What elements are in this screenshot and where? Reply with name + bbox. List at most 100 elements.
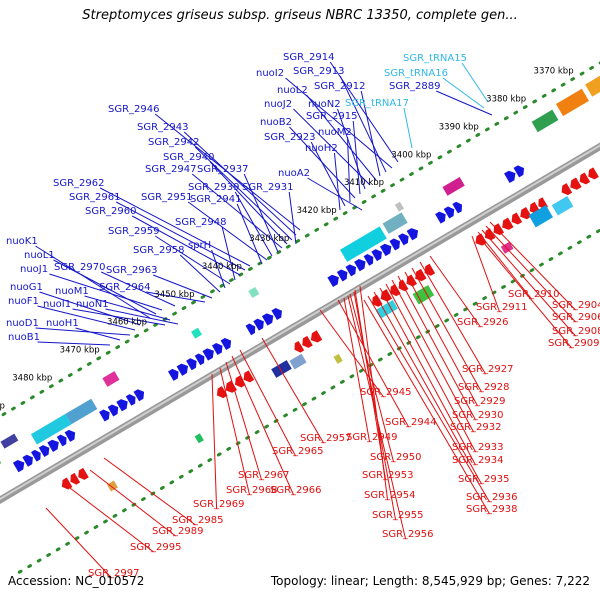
reverse-gene-60 — [520, 206, 532, 220]
reverse-gene-label: SGR_2904 — [552, 300, 600, 311]
reverse-gene-label: SGR_2989 — [152, 526, 204, 537]
trna-label-leader — [442, 77, 485, 109]
forward-gene-label: nuoA2 — [278, 168, 310, 179]
forward-gene-0 — [12, 460, 25, 473]
forward-gene-label: SGR_2943 — [137, 122, 189, 133]
reverse-gene-45 — [294, 340, 305, 353]
reverse-feature-2 — [375, 299, 398, 319]
forward-gene-label: nuoG1 — [10, 282, 43, 293]
genome-summary-text: Topology: linear; Length: 8,545,929 bp; … — [270, 574, 590, 588]
forward-gene-label: SGR_2962 — [53, 178, 105, 189]
forward-gene-6 — [64, 429, 76, 442]
kbp-tick-label: 3460 kbp — [107, 318, 147, 328]
forward-gene-25 — [345, 264, 357, 277]
forward-gene-label-leader — [187, 201, 268, 261]
reverse-gene-label: SGR_2997 — [88, 568, 140, 579]
reverse-gene-label-leader — [379, 287, 477, 466]
forward-gene-label-leader — [211, 249, 226, 289]
reverse-gene-label-leader — [219, 367, 251, 496]
reverse-gene-label-leader — [477, 231, 532, 300]
forward-gene-label: nuoM1 — [55, 286, 89, 297]
forward-gene-label-leader — [154, 235, 231, 285]
forward-gene-label: SGR_2913 — [293, 66, 345, 77]
reverse-gene-label: SGR_2949 — [346, 432, 398, 443]
reverse-gene-54 — [424, 263, 436, 276]
forward-gene-label: SGR_2941 — [190, 194, 242, 205]
forward-gene-label: SGR_2912 — [314, 81, 366, 92]
trna-label: SGR_tRNA15 — [403, 53, 467, 64]
reverse-gene-label: SGR_2938 — [466, 504, 518, 515]
reverse-gene-43 — [235, 375, 246, 388]
reverse-gene-label-leader — [397, 275, 477, 421]
kbp-tick-label: 3470 kbp — [60, 346, 100, 356]
reverse-gene-label-leader — [363, 299, 491, 515]
forward-gene-label: nuoI2 — [256, 68, 284, 79]
forward-gene-17 — [211, 343, 223, 356]
forward-feature-0 — [30, 413, 72, 445]
reverse-gene-label-leader — [481, 229, 576, 337]
forward-gene-label-leader — [99, 187, 251, 267]
forward-gene-label-leader — [35, 327, 131, 336]
reverse-gene-label-leader — [359, 285, 389, 501]
trna-label-leader — [461, 62, 489, 103]
forward-gene-label: SGR_2946 — [108, 104, 160, 115]
reverse-gene-label: SGR_2956 — [382, 529, 434, 540]
forward-gene-label: SGR_2914 — [283, 52, 335, 63]
forward-gene-36 — [504, 170, 516, 183]
reverse-gene-41 — [216, 386, 228, 399]
forward-gene-28 — [371, 249, 382, 262]
reverse-gene-label-leader — [45, 507, 112, 579]
forward-feature-6 — [531, 109, 559, 133]
reverse-gene-65 — [579, 172, 591, 185]
reverse-gene-57 — [493, 223, 505, 236]
forward-gene-label-leader — [37, 341, 111, 346]
reverse-gene-label-leader — [103, 457, 196, 526]
forward-gene-label-leader — [146, 291, 206, 303]
forward-feature-1 — [65, 398, 98, 425]
forward-gene-31 — [398, 233, 409, 246]
reverse-gene-label: SGR_2934 — [452, 455, 504, 466]
reverse-gene-label: SGR_2929 — [454, 396, 506, 407]
reverse-gene-66 — [588, 167, 599, 180]
accession-text: Accession: NC_010572 — [8, 574, 145, 588]
reverse-gene-label: SGR_2954 — [364, 490, 416, 501]
forward-gene-label-leader — [236, 203, 263, 265]
forward-gene-22 — [271, 308, 282, 321]
reverse-gene-label: SGR_2908 — [552, 326, 600, 337]
kbp-tick-label: 3480 kbp — [12, 374, 52, 384]
reverse-gene-label: SGR_2950 — [370, 452, 422, 463]
forward-gene-label: nuoJ1 — [20, 264, 48, 275]
forward-feature-8 — [585, 71, 600, 97]
forward-gene-label: nuoN2 — [308, 99, 341, 110]
reverse-gene-label-leader — [419, 261, 487, 375]
reverse-gene-49 — [380, 289, 393, 302]
gene-labels: SGR_2914 nuoI2 SGR_2913 SGR_2912 nuoL2 SGR_28… — [6, 52, 600, 579]
forward-gene-label-leader — [310, 141, 346, 207]
reverse-feature-4 — [528, 205, 553, 228]
reverse-gene-label: SGR_2965 — [272, 446, 324, 457]
reverse-gene-label-leader — [373, 291, 483, 485]
reverse-feature-7 — [106, 480, 118, 492]
forward-gene-label-leader — [35, 245, 151, 319]
reverse-gene-label: SGR_2968 — [226, 485, 278, 496]
reverse-gene-label-leader — [239, 349, 297, 457]
reverse-gene-label-leader — [353, 291, 397, 521]
forward-feature-5 — [442, 177, 465, 196]
kbp-tick-label: 3390 kbp — [439, 122, 479, 132]
forward-gene-label-leader — [100, 271, 176, 307]
forward-gene-label: nuoB1 — [8, 332, 40, 343]
forward-gene-32 — [406, 228, 419, 241]
reverse-gene-label: SGR_2933 — [452, 442, 504, 453]
forward-gene-label-leader — [243, 173, 279, 253]
forward-gene-label-leader — [337, 108, 366, 190]
forward-gene-16 — [202, 348, 214, 361]
reverse-gene-44 — [243, 370, 255, 383]
reverse-gene-39 — [70, 472, 81, 485]
reverse-gene-label: SGR_2936 — [466, 492, 518, 503]
reverse-feature-8 — [194, 433, 204, 444]
reverse-gene-label: SGR_2957 — [300, 433, 352, 444]
reverse-gene-label: SGR_2909 — [548, 338, 600, 349]
forward-gene-label: SGR_2958 — [133, 245, 185, 256]
forward-gene-10 — [125, 394, 136, 406]
reverse-gene-label-leader — [404, 271, 479, 407]
